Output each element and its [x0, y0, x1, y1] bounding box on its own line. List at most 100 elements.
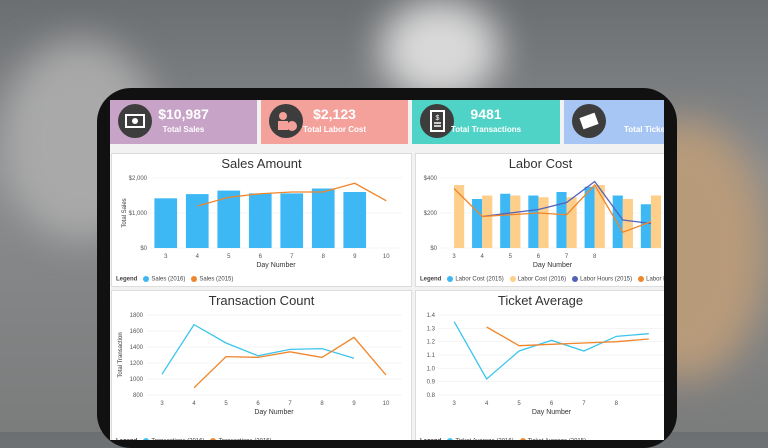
legend-swatch [191, 276, 198, 283]
series-line [453, 183, 652, 234]
series-line [482, 180, 652, 225]
x-tick-label: 5 [517, 401, 521, 407]
x-tick-label: 5 [224, 401, 228, 407]
x-axis-label: Day Number [533, 262, 573, 269]
legend-entry: Sales (2016) [151, 277, 186, 283]
y-tick-label: 1000 [130, 377, 144, 383]
x-tick-label: 8 [320, 401, 324, 407]
series-line [453, 321, 649, 381]
bar [594, 185, 605, 248]
y-tick-label: 1.4 [427, 313, 436, 319]
legend-swatch [143, 276, 150, 283]
bar [538, 197, 549, 248]
y-tick-label: $200 [424, 211, 438, 217]
y-tick-label: 800 [133, 393, 144, 399]
kpi-value: $10,987 [158, 106, 209, 122]
labor-cost-icon [269, 104, 303, 138]
bar [650, 195, 662, 248]
legend-entry: Labor Hours (2 [646, 277, 664, 283]
legend-title: Legend [116, 439, 137, 440]
x-tick-label: 3 [160, 401, 164, 407]
y-tick-label: 0.8 [427, 393, 436, 399]
series-line [161, 323, 355, 375]
bar [343, 192, 367, 248]
x-tick-label: 8 [593, 254, 597, 260]
kpi-total-transactions: $ 9481 Total Transactions [412, 100, 560, 144]
bar [311, 188, 335, 248]
x-tick-label: 6 [550, 401, 554, 407]
x-tick-label: 5 [227, 254, 231, 260]
ticket-icon [572, 104, 606, 138]
x-tick-label: 3 [453, 401, 457, 407]
x-axis-label: Day Number [532, 409, 572, 416]
x-tick-label: 7 [582, 401, 586, 407]
kpi-total-sales: $10,987 Total Sales [110, 100, 257, 144]
legend-swatch [519, 438, 526, 440]
legend: Legend Labor Cost (2015) Labor Cost (2016)… [420, 276, 664, 283]
x-tick-label: 3 [164, 254, 168, 260]
x-tick-label: 6 [537, 254, 541, 260]
x-tick-label: 8 [615, 401, 619, 407]
x-tick-label: 4 [192, 401, 196, 407]
x-tick-label: 3 [452, 254, 456, 260]
x-tick-label: 7 [290, 254, 294, 260]
bar [154, 198, 178, 248]
x-tick-label: 9 [353, 254, 357, 260]
bar [640, 204, 651, 248]
receipt-icon: $ [420, 104, 454, 138]
kpi-label: Total Labor Cost [303, 125, 366, 134]
x-tick-label: 10 [383, 401, 390, 407]
bar [472, 199, 483, 248]
legend-entry: Ticket Average (2016) [455, 439, 513, 440]
bar [612, 195, 623, 248]
y-tick-label: $0 [430, 246, 437, 252]
kpi-total-labor-cost: $2,123 Total Labor Cost [261, 100, 408, 144]
kpi-label: Total Sales [162, 125, 205, 134]
y-tick-label: $0 [140, 246, 147, 252]
panel-title: Ticket Average [497, 293, 584, 308]
ticket-average-panel: Ticket Average 0.8 0.9 1.0 1.1 1.2 1.3 1.4 3 4 5 6… [415, 290, 664, 440]
background-photo [380, 0, 500, 100]
svg-text:$: $ [436, 115, 440, 122]
x-tick-label: 8 [322, 254, 326, 260]
x-tick-label: 7 [288, 401, 292, 407]
y-tick-label: 1200 [130, 361, 144, 367]
y-tick-label: $2,000 [129, 176, 148, 182]
legend-title: Legend [420, 439, 441, 440]
panel-title: Labor Cost [508, 156, 573, 171]
y-tick-label: 0.9 [427, 380, 436, 386]
kpi-label: Total Transactions [450, 125, 522, 134]
y-tick-label: 1.1 [427, 353, 436, 359]
x-tick-label: 5 [509, 254, 513, 260]
x-axis-label: Day Number [256, 262, 296, 269]
legend-title: Legend [420, 277, 442, 283]
y-axis-label: Total Transaction [118, 332, 124, 377]
bar [185, 194, 209, 248]
bar [248, 193, 272, 248]
bar [566, 197, 577, 248]
panel-title: Transaction Count [208, 293, 315, 308]
x-tick-label: 6 [256, 401, 260, 407]
labor-cost-chart: $0 $200 $400 3 4 5 6 7 8 Day Number Total Labor Co… [416, 176, 664, 269]
legend-swatch [447, 276, 454, 283]
y-tick-label: $400 [424, 176, 438, 182]
legend-swatch [143, 438, 150, 440]
bar [528, 195, 539, 248]
legend-swatch [447, 438, 454, 440]
bar [454, 185, 465, 248]
legend-title: Legend [116, 277, 138, 283]
legend-entry: Labor Cost (2016) [517, 277, 567, 283]
legend: Legend Transactions (2016) Transactions (2… [116, 438, 272, 440]
x-tick-label: 4 [485, 401, 489, 407]
y-tick-label: 1.3 [427, 326, 436, 332]
series-line [197, 182, 387, 207]
transaction-count-panel: Transaction Count 800 1000 1200 1400 1600 180… [111, 290, 412, 440]
y-tick-label: 1400 [130, 345, 144, 351]
sales-amount-chart: $0 $1,000 $2,000 3 4 5 6 7 8 9 10 Day Number Total S… [122, 176, 402, 269]
bar [500, 193, 511, 248]
x-tick-label: 10 [383, 254, 390, 260]
series-line [486, 326, 649, 347]
y-tick-label: $1,000 [129, 211, 148, 217]
y-tick-label: 1.2 [427, 340, 436, 346]
y-axis-label: Total Sales [122, 198, 128, 227]
